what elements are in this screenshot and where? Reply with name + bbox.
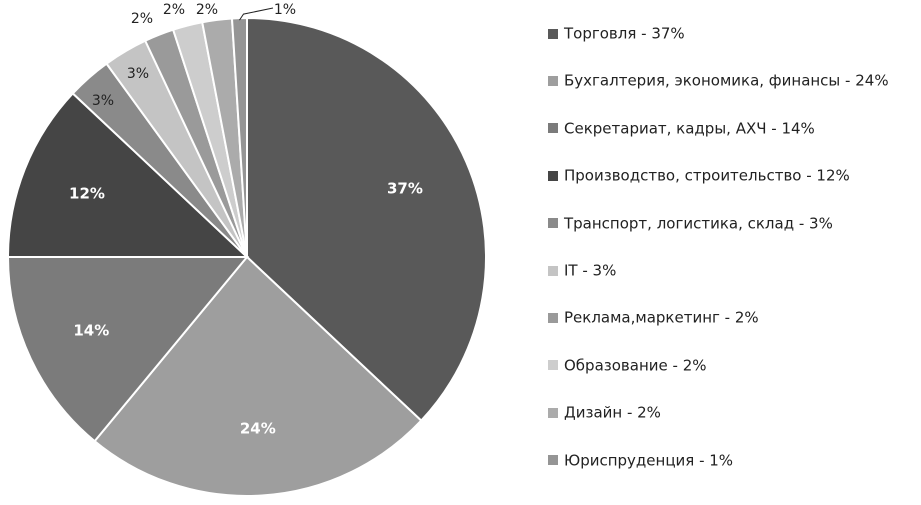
legend-swatch xyxy=(548,455,558,466)
slice-value-label: 37% xyxy=(387,180,423,198)
slice-value-label: 2% xyxy=(196,2,218,18)
legend-label: Образование - 2% xyxy=(564,356,707,375)
legend-swatch xyxy=(548,218,558,229)
pie-slice xyxy=(6,256,250,443)
legend-swatch xyxy=(548,170,558,181)
legend-swatch xyxy=(548,312,558,323)
legend-item: Секретариат, кадры, АХЧ - 14% xyxy=(548,119,815,138)
legend-label: Бухгалтерия, экономика, финансы - 24% xyxy=(564,71,889,90)
legend-swatch xyxy=(548,265,558,276)
slice-value-label: 24% xyxy=(240,420,276,438)
legend-item: Реклама,маркетинг - 2% xyxy=(548,308,759,327)
legend-label: IT - 3% xyxy=(564,261,617,280)
legend-label: Производство, строительство - 12% xyxy=(564,166,850,185)
legend-item: Транспорт, логистика, склад - 3% xyxy=(548,214,833,233)
legend-item: Образование - 2% xyxy=(548,356,707,375)
slice-value-label: 14% xyxy=(73,321,109,339)
pie-chart: 37% 24% 14% 12% 3% 3% 2% 2% 2% 1% xyxy=(6,2,487,497)
legend-label: Транспорт, логистика, склад - 3% xyxy=(564,214,833,233)
leader-lines xyxy=(239,7,274,21)
legend-item: IT - 3% xyxy=(548,261,616,280)
pie-slices xyxy=(6,16,487,497)
leader-line xyxy=(239,7,274,21)
slice-value-label: 2% xyxy=(163,2,185,18)
legend-label: Юриспруденция - 1% xyxy=(564,451,734,470)
legend-item: Юриспруденция - 1% xyxy=(548,451,734,470)
legend-swatch xyxy=(548,407,558,418)
slice-value-label: 2% xyxy=(131,11,153,27)
legend-swatch xyxy=(548,360,558,371)
pie-slice xyxy=(6,91,250,258)
slice-value-label: 3% xyxy=(92,93,114,109)
slice-labels: 37% 24% 14% 12% 3% 3% 2% 2% 2% 1% xyxy=(69,2,423,438)
pie-slice xyxy=(246,16,487,423)
legend-swatch xyxy=(548,75,558,86)
legend-label: Торговля - 37% xyxy=(564,24,685,43)
legend-label: Реклама,маркетинг - 2% xyxy=(564,308,759,327)
pie-slice xyxy=(93,255,423,497)
slice-value-label: 1% xyxy=(274,2,296,18)
legend-item: Торговля - 37% xyxy=(548,24,685,43)
slice-value-label: 3% xyxy=(127,66,149,82)
legend-item: Производство, строительство - 12% xyxy=(548,166,850,185)
legend-swatch xyxy=(548,123,558,134)
legend-item: Бухгалтерия, экономика, финансы - 24% xyxy=(548,71,889,90)
legend-item: Дизайн - 2% xyxy=(548,403,661,422)
legend-swatch xyxy=(548,28,558,39)
legend-label: Дизайн - 2% xyxy=(564,403,661,422)
legend-label: Секретариат, кадры, АХЧ - 14% xyxy=(564,119,815,138)
pie-slice xyxy=(230,16,248,258)
slice-value-label: 12% xyxy=(69,185,105,203)
